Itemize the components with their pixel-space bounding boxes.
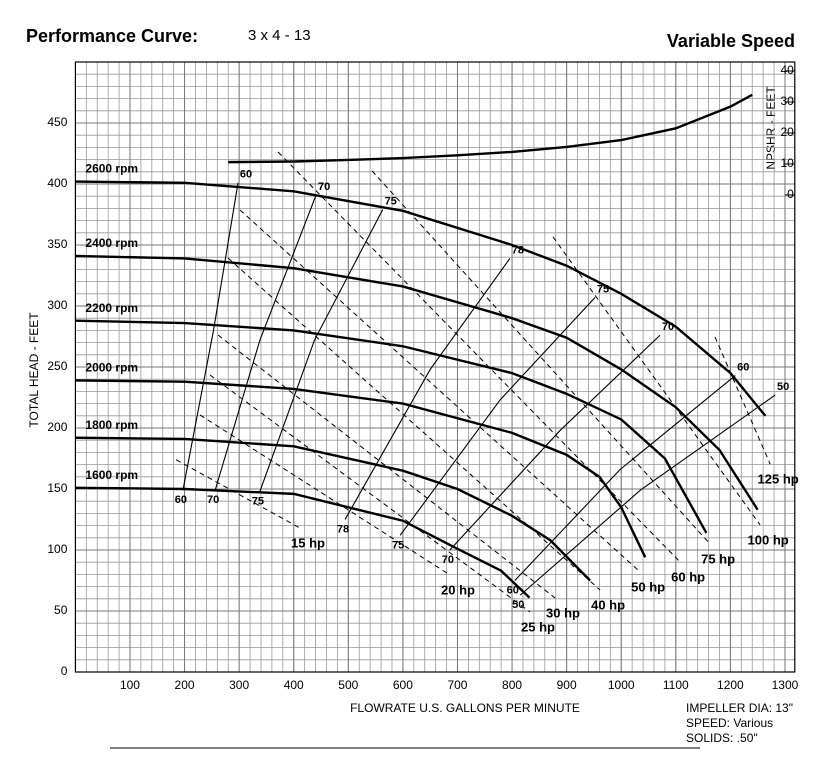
efficiency-line [399,297,596,536]
efficiency-label: 70 [662,321,674,333]
y-tick-label: 350 [47,237,67,251]
efficiency-label: 78 [512,244,524,256]
efficiency-line [519,394,776,596]
efficiency-label: 75 [385,196,397,208]
chart-title: Performance Curve: [26,26,198,46]
efficiency-label: 60 [737,361,749,373]
efficiency-label: 75 [252,495,264,507]
curve-label: 1800 rpm [85,418,138,432]
y-axis-label: TOTAL HEAD - FEET [27,312,41,428]
note: SOLIDS: .50" [686,731,758,745]
x-axis-label: FLOWRATE U.S. GALLONS PER MINUTE [350,701,580,715]
y-tick-label: 200 [47,420,67,434]
efficiency-line [259,209,384,492]
power-line [209,374,531,613]
note: SPEED: Various [686,716,773,730]
y-tick-label: 0 [61,664,68,678]
y-tick-label: 150 [47,481,67,495]
efficiency-label: 75 [597,283,609,295]
power-line [199,414,451,576]
y-tick-label: 250 [47,359,67,373]
efficiency-line [214,194,317,491]
x-tick-label: 1000 [608,678,635,692]
efficiency-label: 70 [318,181,330,193]
x-tick-label: 600 [393,678,413,692]
power-label: 125 hp [758,471,799,486]
x-tick-label: 200 [175,678,195,692]
power-label: 20 hp [441,582,475,597]
efficiency-label: 50 [777,381,789,393]
efficiency-label: 60 [507,584,519,596]
y-tick-label: 450 [47,115,67,129]
y2-tick-label: 30 [780,94,794,108]
power-line [227,257,601,591]
curve-label: 2600 rpm [85,162,138,176]
efficiency-line [449,334,661,551]
y-tick-label: 400 [47,176,67,190]
curve-label: 2200 rpm [85,301,138,315]
power-label: 60 hp [671,569,705,584]
x-tick-label: 500 [338,678,358,692]
x-tick-label: 400 [284,678,304,692]
y2-axis-label: NPSHR - FEET [764,86,778,170]
speed-curve [75,436,591,582]
y2-tick-label: 20 [780,125,794,139]
x-tick-label: 1200 [717,678,744,692]
efficiency-label: 70 [207,494,219,506]
chart-subtitle: 3 x 4 - 13 [248,27,311,44]
y2-tick-label: 40 [780,63,794,77]
efficiency-label: 70 [442,554,454,566]
x-tick-label: 300 [229,678,249,692]
power-label: 40 hp [591,597,625,612]
x-tick-label: 800 [502,678,522,692]
x-tick-label: 900 [557,678,577,692]
curve-label: 2400 rpm [85,236,138,250]
speed-curve [75,254,759,511]
npshr-curve [228,93,753,164]
efficiency-label: 60 [240,169,252,181]
y2-tick-label: 10 [780,156,794,170]
power-line [175,459,301,529]
y2-tick-label: 0 [787,187,794,201]
chart-title-right: Variable Speed [667,31,795,51]
curve-label: 1600 rpm [85,468,138,482]
y-tick-label: 300 [47,298,67,312]
curve-label: 2000 rpm [85,361,138,375]
efficiency-line [344,258,511,520]
x-tick-label: 1100 [663,678,689,692]
efficiency-label: 60 [175,494,187,506]
efficiency-label: 75 [392,539,404,551]
speed-curve [75,486,531,599]
power-label: 15 hp [291,535,325,550]
speed-curve [75,379,647,558]
x-tick-label: 1300 [772,678,799,692]
y-tick-label: 50 [54,603,68,617]
efficiency-line [514,375,736,581]
power-label: 25 hp [521,619,555,634]
power-label: 75 hp [701,551,735,566]
x-tick-label: 700 [447,678,467,692]
efficiency-line [182,182,239,491]
power-line [277,151,681,563]
power-line [371,170,711,545]
y-tick-label: 100 [47,542,67,556]
power-label: 100 hp [748,532,789,547]
speed-curve [75,180,767,417]
plot-frame [74,61,796,673]
efficiency-label: 50 [512,599,524,611]
power-label: 30 hp [546,605,580,620]
efficiency-label: 78 [337,523,349,535]
x-tick-label: 100 [120,678,140,692]
power-label: 50 hp [631,579,665,594]
note: IMPELLER DIA: 13" [686,701,793,715]
